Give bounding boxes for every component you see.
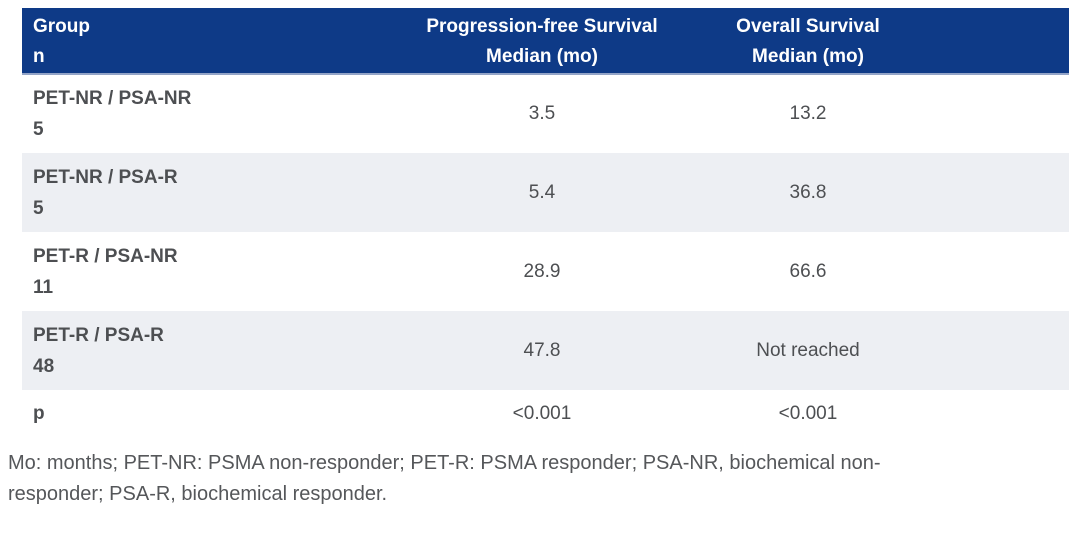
table-row: PET-R / PSA-R 48 47.8 Not reached <box>22 311 1069 390</box>
table-footnote: Mo: months; PET-NR: PSMA non-responder; … <box>8 448 1028 510</box>
pfs-value: 5.4 <box>409 153 675 232</box>
group-label: PET-NR / PSA-R <box>33 166 178 188</box>
pfs-value: 47.8 <box>409 311 675 390</box>
footnote-line: responder; PSA-R, biochemical responder. <box>8 483 388 505</box>
table-header-row: Group n Progression-free Survival Median… <box>22 8 1069 75</box>
table-row: PET-NR / PSA-R 5 5.4 36.8 <box>22 153 1069 232</box>
pfs-value: 3.5 <box>409 74 675 153</box>
n-value: 5 <box>33 197 44 219</box>
group-cell: PET-R / PSA-NR 11 <box>22 232 409 311</box>
os-value: 36.8 <box>675 153 941 232</box>
os-value: 66.6 <box>675 232 941 311</box>
n-value: 11 <box>33 276 54 298</box>
row-spacer <box>941 390 1069 438</box>
p-label: p <box>22 390 409 438</box>
header-n-label: n <box>33 46 45 67</box>
os-p-value: <0.001 <box>675 390 941 438</box>
header-os-line1: Overall Survival <box>736 16 880 37</box>
n-value: 5 <box>33 119 44 140</box>
n-value: 48 <box>33 355 55 377</box>
header-os: Overall Survival Median (mo) <box>675 8 941 75</box>
row-spacer <box>941 311 1069 390</box>
footnote-line: Mo: months; PET-NR: PSMA non-responder; … <box>8 452 881 474</box>
header-pfs: Progression-free Survival Median (mo) <box>409 8 675 75</box>
header-spacer <box>941 8 1069 75</box>
row-spacer <box>941 232 1069 311</box>
row-spacer <box>941 153 1069 232</box>
group-label: PET-NR / PSA-NR <box>33 88 192 109</box>
survival-table: Group n Progression-free Survival Median… <box>22 8 1069 438</box>
header-group-label: Group <box>33 16 90 37</box>
table-row: PET-NR / PSA-NR 5 3.5 13.2 <box>22 74 1069 153</box>
group-cell: PET-R / PSA-R 48 <box>22 311 409 390</box>
os-value: 13.2 <box>675 74 941 153</box>
group-cell: PET-NR / PSA-R 5 <box>22 153 409 232</box>
pfs-value: 28.9 <box>409 232 675 311</box>
header-pfs-line1: Progression-free Survival <box>426 16 658 37</box>
table-row: PET-R / PSA-NR 11 28.9 66.6 <box>22 232 1069 311</box>
p-value-row: p <0.001 <0.001 <box>22 390 1069 438</box>
group-label: PET-R / PSA-R <box>33 324 164 346</box>
group-cell: PET-NR / PSA-NR 5 <box>22 74 409 153</box>
row-spacer <box>941 74 1069 153</box>
header-pfs-line2: Median (mo) <box>486 46 598 67</box>
os-value: Not reached <box>675 311 941 390</box>
group-label: PET-R / PSA-NR <box>33 245 178 267</box>
pfs-p-value: <0.001 <box>409 390 675 438</box>
header-group-n: Group n <box>22 8 409 75</box>
header-os-line2: Median (mo) <box>752 46 864 67</box>
